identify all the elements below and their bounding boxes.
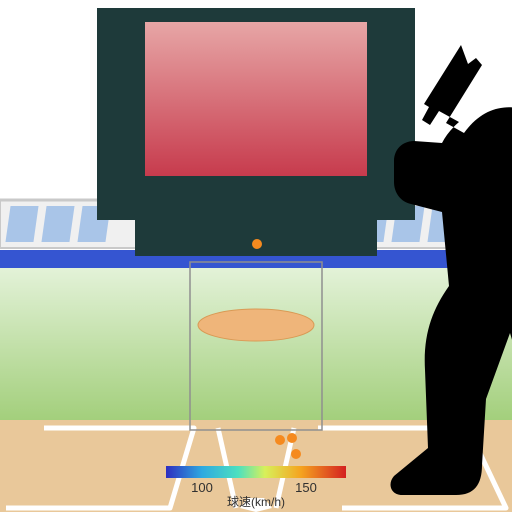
legend-colorbar [166, 466, 346, 478]
legend-title: 球速(km/h) [227, 495, 285, 509]
pitcher-mound [198, 309, 314, 341]
legend-tick: 100 [191, 480, 213, 495]
pitch-marker [252, 239, 262, 249]
legend-tick: 150 [295, 480, 317, 495]
pitch-marker [291, 449, 301, 459]
pitch-marker [287, 433, 297, 443]
pitch-marker [275, 435, 285, 445]
scoreboard-screen [145, 22, 367, 176]
pitch-location-chart: 100 150 球速(km/h) [0, 0, 512, 512]
